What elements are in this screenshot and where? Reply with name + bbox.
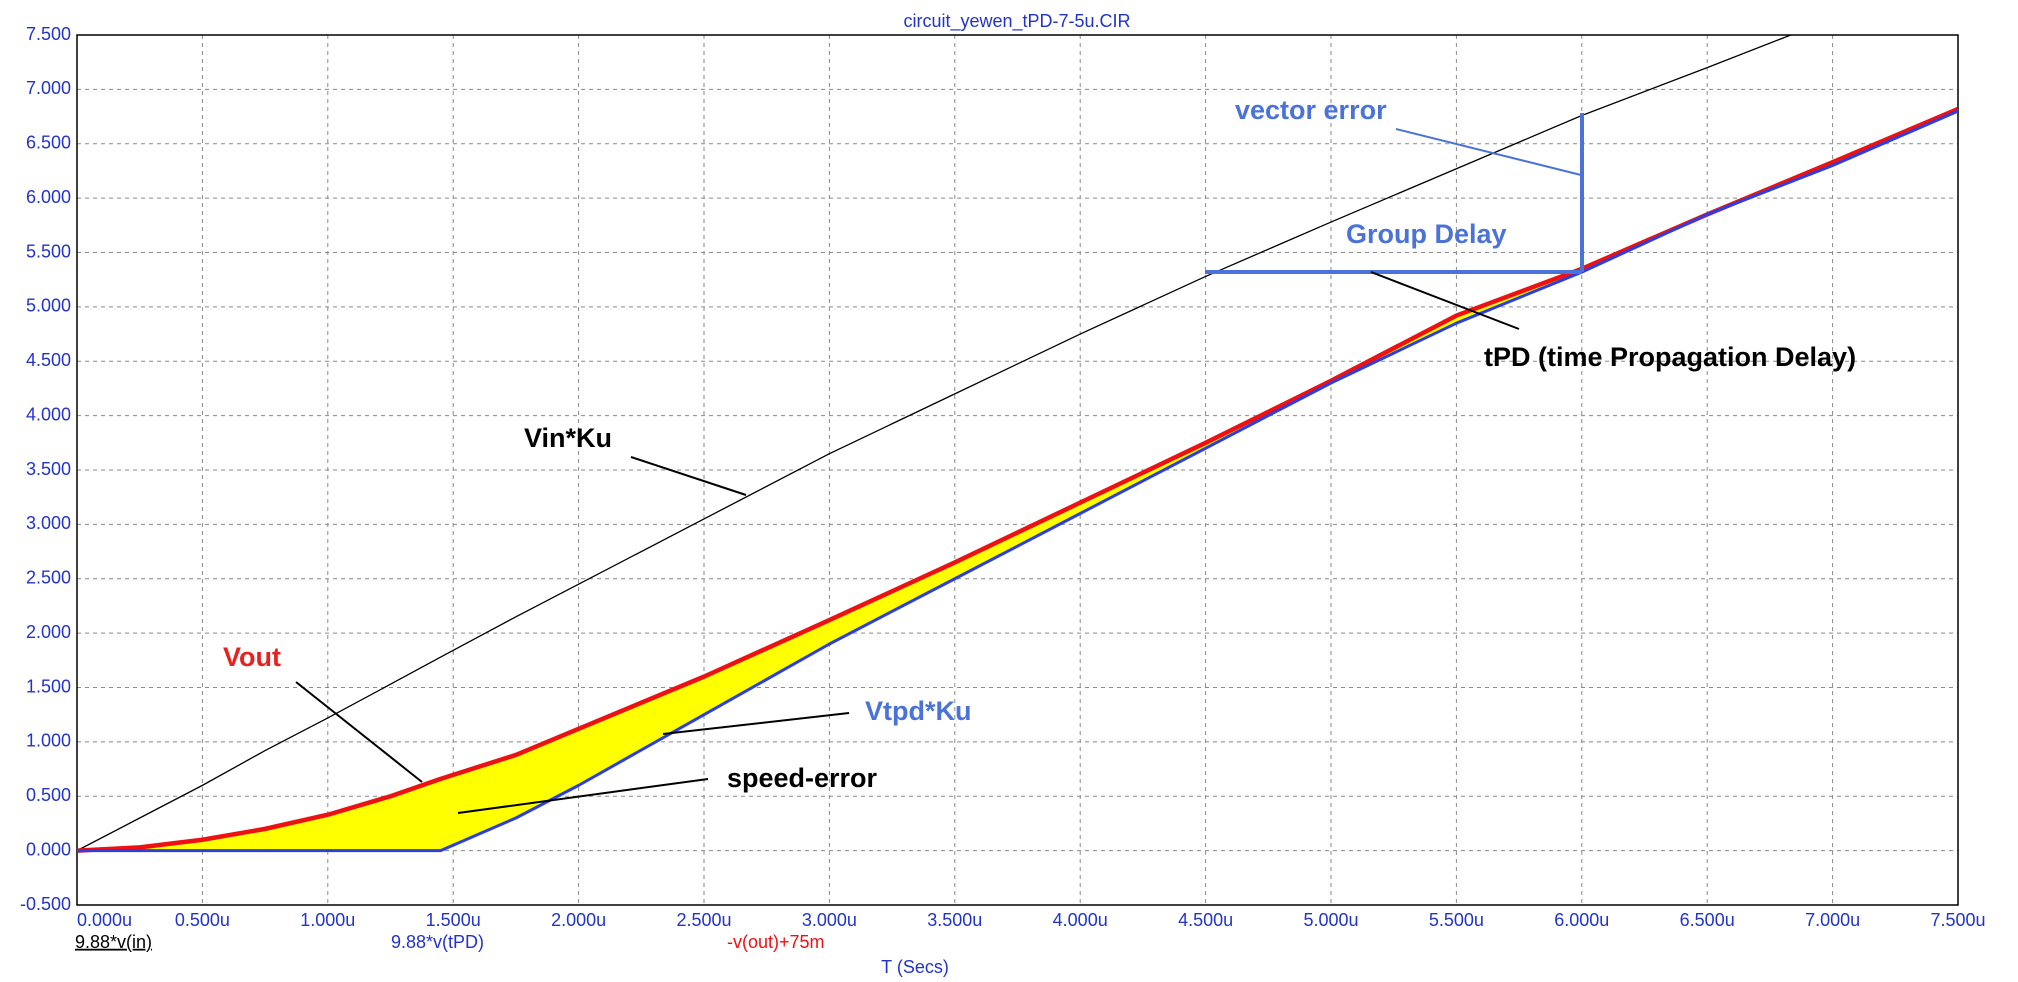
annotation: Group Delay [1346,219,1507,249]
annotation: Vin*Ku [524,423,612,453]
plot-area [77,35,1958,853]
annotation: vector error [1235,95,1387,125]
x-tick-label: 4.500u [1178,910,1233,930]
legend-entry: 9.88*v(in) [75,932,152,952]
x-tick-label: 0.000u [77,910,132,930]
y-tick-label: 1.000 [26,731,71,751]
legend-entry: 9.88*v(tPD) [391,932,484,952]
x-tick-label: 5.000u [1303,910,1358,930]
annotation-leader [630,456,747,496]
x-tick-label: 2.500u [676,910,731,930]
y-tick-label: 0.500 [26,785,71,805]
y-tick-label: 2.500 [26,568,71,588]
x-tick-label: 5.500u [1429,910,1484,930]
y-tick-label: 3.000 [26,513,71,533]
legend-entry: -v(out)+75m [727,932,825,952]
y-tick-label: 7.500 [26,24,71,44]
y-tick-label: 6.500 [26,133,71,153]
annotation-leader [662,712,850,735]
x-tick-label: 7.000u [1805,910,1860,930]
y-tick-label: 4.000 [26,404,71,424]
x-axis-label: T (Secs) [881,957,949,977]
x-tick-label: 6.500u [1680,910,1735,930]
annotation: Vout [223,642,281,672]
y-tick-label: 2.000 [26,622,71,642]
series-line [77,35,1793,852]
series-line [77,109,1958,853]
y-tick-label: 4.500 [26,350,71,370]
annotation-leader [457,778,709,814]
y-tick-label: 0.000 [26,839,71,859]
y-tick-label: 6.000 [26,187,71,207]
series-line [77,106,1958,853]
x-tick-label: 1.500u [426,910,481,930]
x-tick-label: 1.000u [300,910,355,930]
plot-border [76,34,1959,906]
x-tick-label: 2.000u [551,910,606,930]
annotation-leader [295,681,423,783]
y-tick-label: -0.500 [20,894,71,914]
annotation: speed-error [727,763,878,793]
y-tick-label: 5.000 [26,296,71,316]
annotation: tPD (time Propagation Delay) [1484,342,1856,372]
y-tick-label: 5.500 [26,241,71,261]
chart-title: circuit_yewen_tPD-7-5u.CIR [903,11,1130,32]
y-tick-label: 7.000 [26,78,71,98]
annotation: Vtpd*Ku [865,696,971,726]
annotation-leader [1395,128,1582,176]
y-tick-label: 1.500 [26,676,71,696]
x-tick-label: 3.500u [927,910,982,930]
annotation-leader [1370,271,1520,330]
x-tick-label: 7.500u [1930,910,1985,930]
x-tick-label: 6.000u [1554,910,1609,930]
x-tick-label: 0.500u [175,910,230,930]
x-tick-label: 3.000u [802,910,857,930]
y-tick-label: 3.500 [26,459,71,479]
x-tick-label: 4.000u [1053,910,1108,930]
